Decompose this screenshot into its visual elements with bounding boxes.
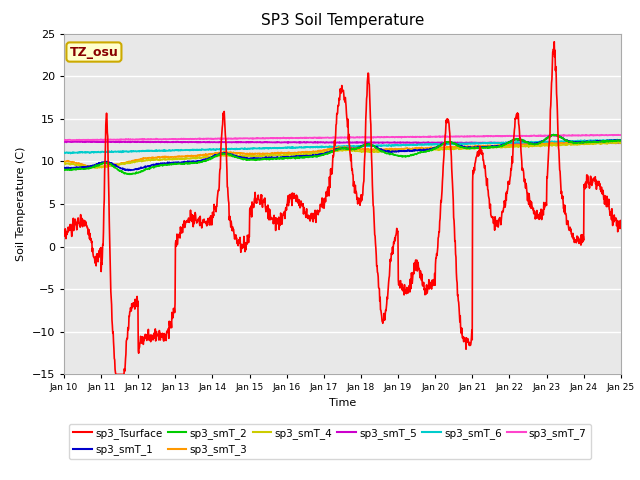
- Y-axis label: Soil Temperature (C): Soil Temperature (C): [16, 147, 26, 261]
- X-axis label: Time: Time: [329, 398, 356, 408]
- Legend: sp3_Tsurface, sp3_smT_1, sp3_smT_2, sp3_smT_3, sp3_smT_4, sp3_smT_5, sp3_smT_6, : sp3_Tsurface, sp3_smT_1, sp3_smT_2, sp3_…: [69, 424, 591, 459]
- Text: TZ_osu: TZ_osu: [70, 46, 118, 59]
- Title: SP3 Soil Temperature: SP3 Soil Temperature: [260, 13, 424, 28]
